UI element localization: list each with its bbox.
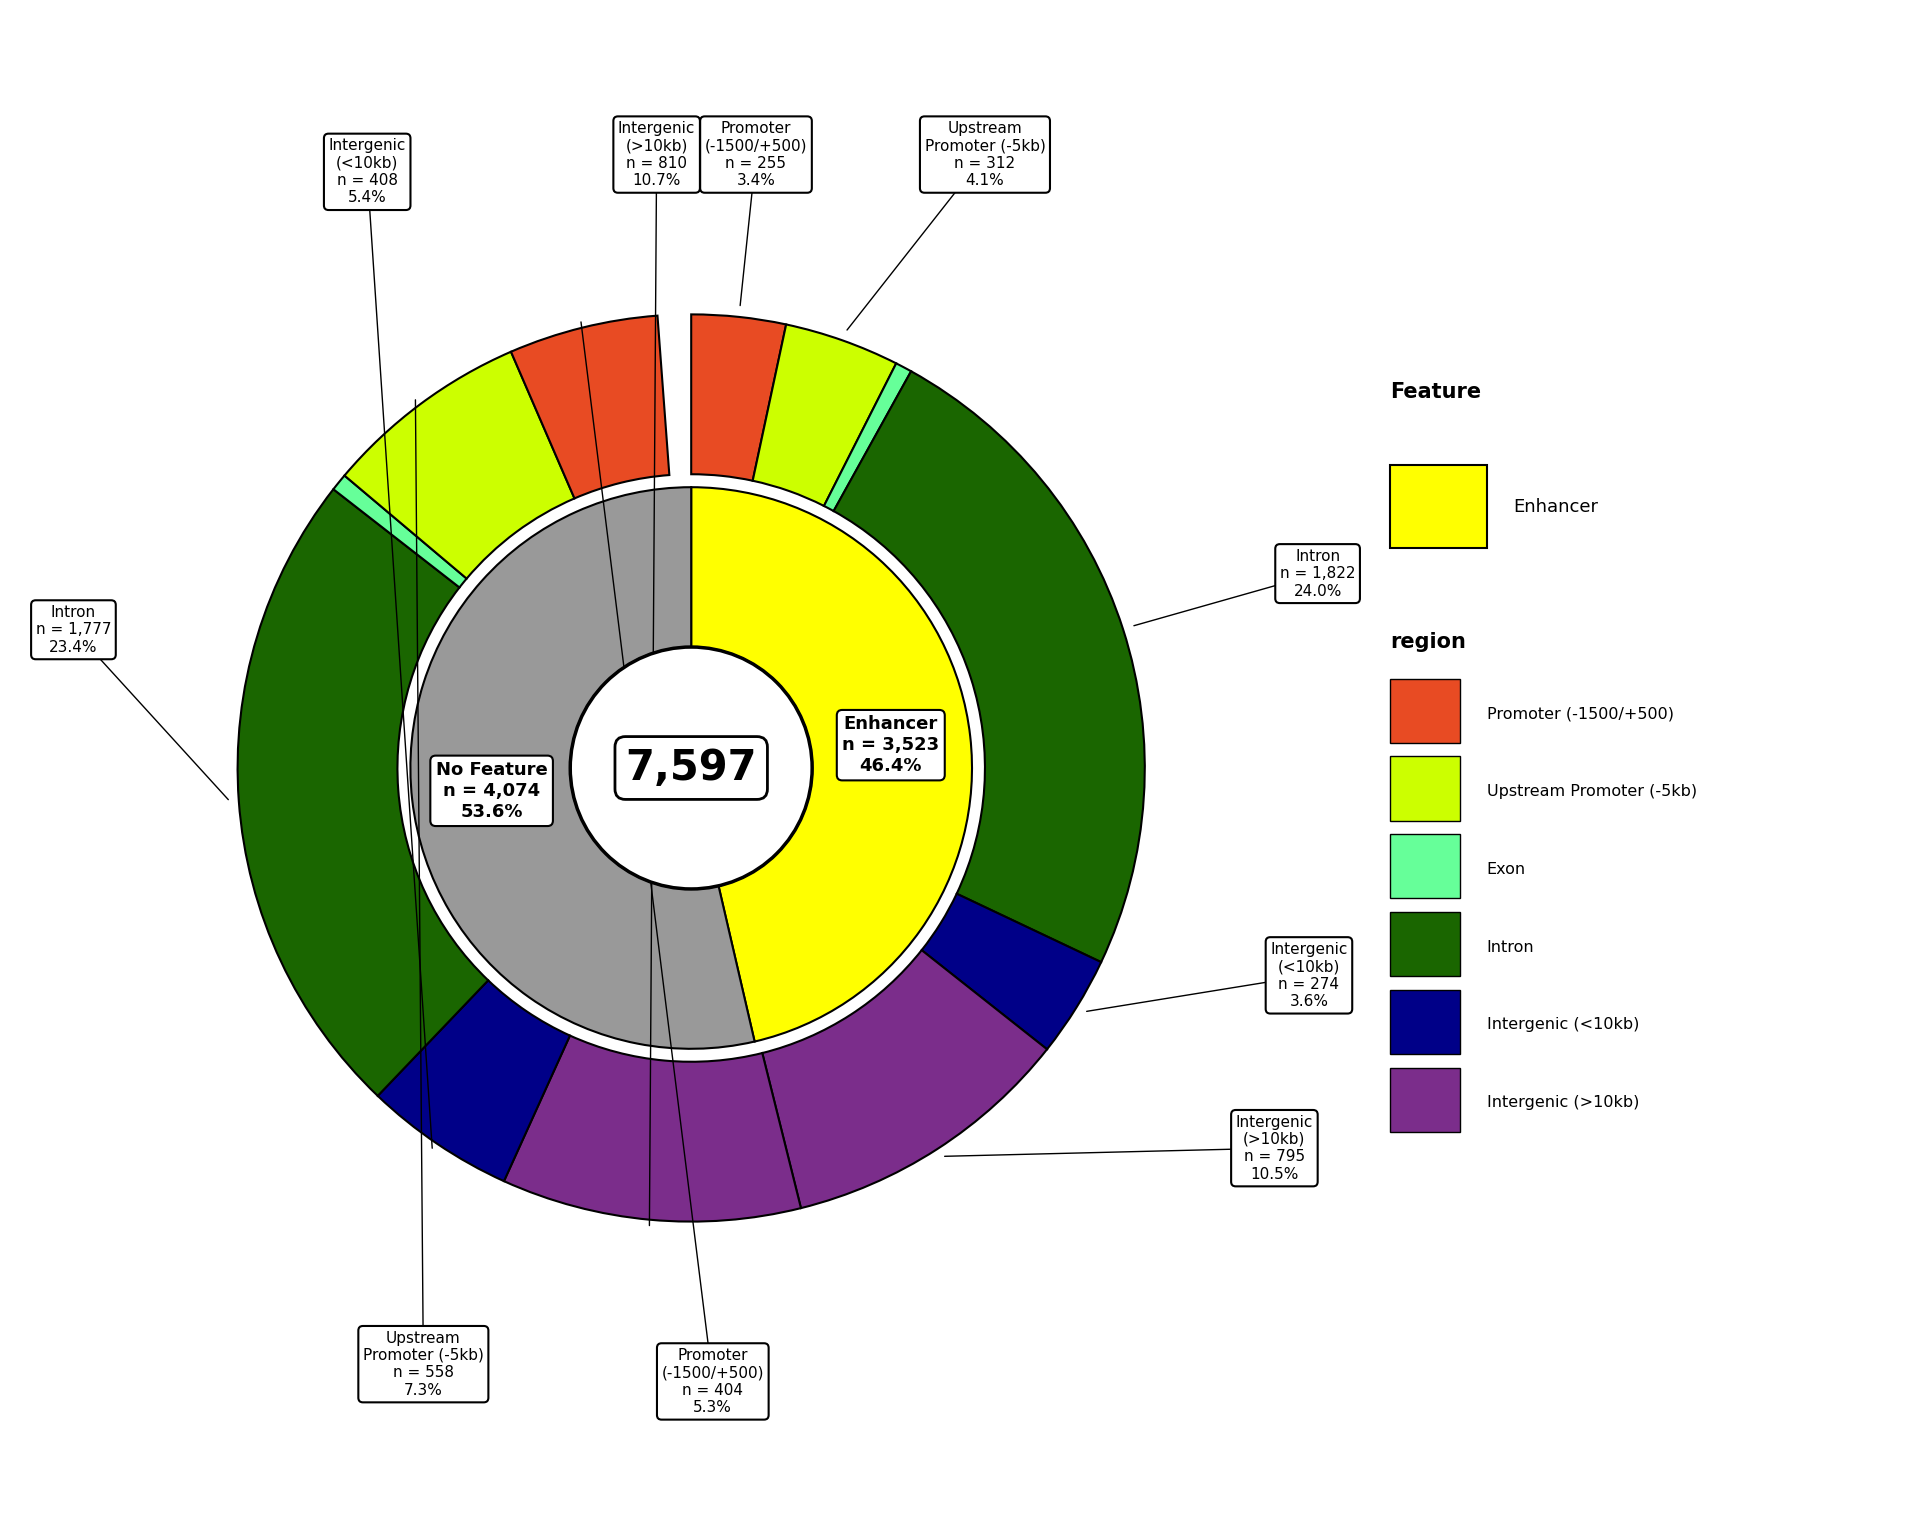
Wedge shape: [411, 487, 755, 1049]
Text: Exon: Exon: [1486, 862, 1526, 877]
FancyBboxPatch shape: [1390, 465, 1486, 548]
Wedge shape: [344, 352, 574, 579]
Text: Intron
n = 1,777
23.4%: Intron n = 1,777 23.4%: [36, 605, 111, 654]
FancyBboxPatch shape: [1390, 756, 1459, 820]
Text: Intergenic (<10kb): Intergenic (<10kb): [1486, 1017, 1640, 1032]
Text: Upstream Promoter (-5kb): Upstream Promoter (-5kb): [1486, 783, 1697, 799]
Text: Promoter
(-1500/+500)
n = 404
5.3%: Promoter (-1500/+500) n = 404 5.3%: [662, 1349, 764, 1415]
FancyBboxPatch shape: [1390, 912, 1459, 977]
Wedge shape: [691, 315, 785, 481]
Wedge shape: [833, 372, 1144, 962]
Wedge shape: [503, 1035, 801, 1221]
FancyBboxPatch shape: [1390, 834, 1459, 899]
Text: Intron: Intron: [1486, 940, 1534, 954]
Text: Promoter (-1500/+500): Promoter (-1500/+500): [1486, 707, 1674, 720]
Text: Promoter
(-1500/+500)
n = 255
3.4%: Promoter (-1500/+500) n = 255 3.4%: [705, 121, 806, 189]
Text: region: region: [1390, 631, 1467, 651]
Wedge shape: [511, 316, 670, 498]
Text: Intron
n = 1,822
24.0%: Intron n = 1,822 24.0%: [1281, 548, 1356, 599]
Wedge shape: [334, 476, 467, 587]
Wedge shape: [378, 980, 570, 1181]
Text: Intergenic (>10kb): Intergenic (>10kb): [1486, 1095, 1640, 1111]
Text: Intergenic
(<10kb)
n = 408
5.4%: Intergenic (<10kb) n = 408 5.4%: [328, 138, 405, 206]
Text: Upstream
Promoter (-5kb)
n = 312
4.1%: Upstream Promoter (-5kb) n = 312 4.1%: [925, 121, 1044, 189]
Text: Intergenic
(>10kb)
n = 795
10.5%: Intergenic (>10kb) n = 795 10.5%: [1236, 1115, 1313, 1181]
FancyBboxPatch shape: [1390, 679, 1459, 743]
Wedge shape: [753, 324, 897, 505]
Text: Intergenic
(>10kb)
n = 810
10.7%: Intergenic (>10kb) n = 810 10.7%: [618, 121, 695, 189]
Wedge shape: [691, 487, 972, 1041]
FancyBboxPatch shape: [1390, 989, 1459, 1054]
Circle shape: [570, 647, 812, 889]
Text: No Feature
n = 4,074
53.6%: No Feature n = 4,074 53.6%: [436, 760, 547, 820]
Text: Feature: Feature: [1390, 382, 1480, 402]
Text: 7,597: 7,597: [626, 746, 756, 790]
Wedge shape: [922, 894, 1102, 1049]
Text: Enhancer: Enhancer: [1513, 498, 1599, 516]
Text: Intergenic
(<10kb)
n = 274
3.6%: Intergenic (<10kb) n = 274 3.6%: [1271, 942, 1348, 1009]
Wedge shape: [762, 951, 1046, 1209]
FancyBboxPatch shape: [1390, 1068, 1459, 1132]
Text: Upstream
Promoter (-5kb)
n = 558
7.3%: Upstream Promoter (-5kb) n = 558 7.3%: [363, 1330, 484, 1398]
Wedge shape: [824, 364, 912, 511]
Wedge shape: [238, 490, 488, 1095]
Text: Enhancer
n = 3,523
46.4%: Enhancer n = 3,523 46.4%: [843, 716, 939, 776]
